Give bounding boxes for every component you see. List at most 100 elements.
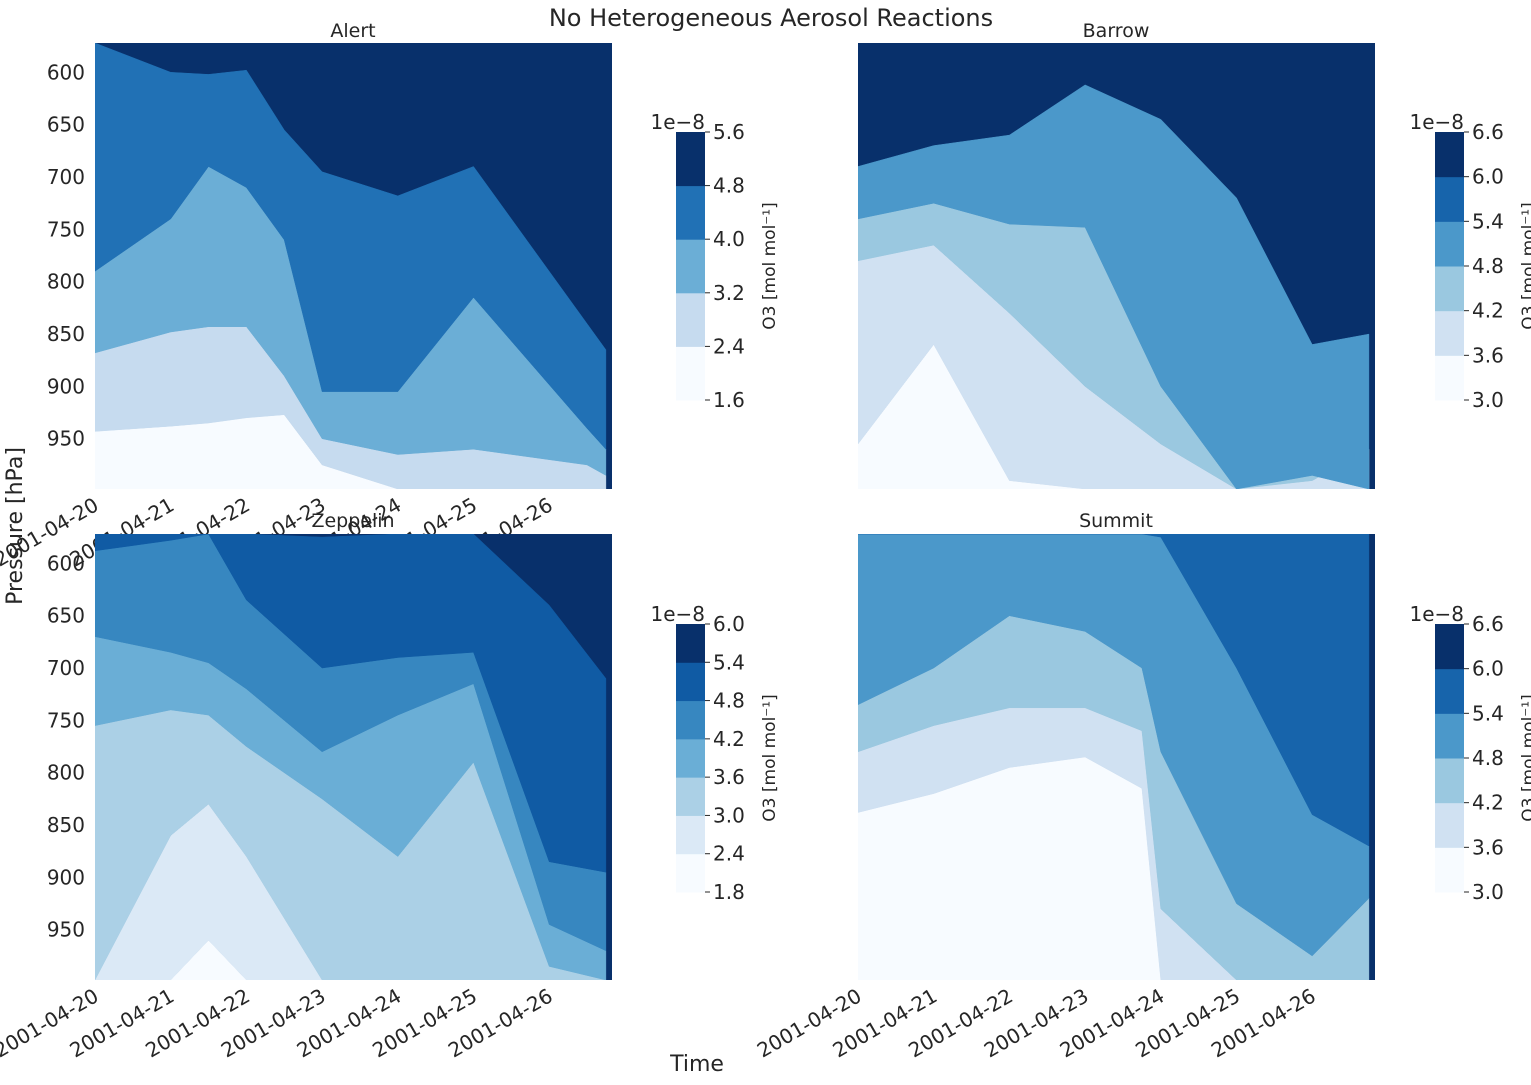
colorbar-tick-label: 4.2 <box>1472 791 1504 815</box>
colorbar-label: O3 [mol mol⁻¹] <box>760 694 780 821</box>
colorbar-segment <box>676 132 705 187</box>
colorbar-label: O3 [mol mol⁻¹] <box>760 202 780 329</box>
colorbar-tick-label: 3.6 <box>1472 835 1504 859</box>
colorbar: 3.0 3.6 4.2 4.8 5.4 6.0 6.6 1e−8 O3 [mol mol⁻¹] <box>1409 110 1531 412</box>
colorbar-tick-label: 3.0 <box>713 803 745 827</box>
colorbar-segment <box>676 738 705 778</box>
colorbar-exponent: 1e−8 <box>650 110 705 134</box>
y-tick-label: 850 <box>47 322 85 346</box>
y-tick-label: 600 <box>47 551 85 575</box>
y-tick-label: 650 <box>47 604 85 628</box>
panel-title: Alert <box>330 20 375 42</box>
panel-barrow: Barrow 3.0 3.6 4.2 4.8 5.4 6.0 6.6 1e−8 O3 [mol … <box>858 20 1531 489</box>
colorbar-label: O3 [mol mol⁻¹] <box>1519 202 1531 329</box>
colorbar-segment <box>1435 176 1464 222</box>
colorbar: 1.6 2.4 3.2 4.0 4.8 5.6 1e−8 O3 [mol mol⁻¹] <box>650 110 780 412</box>
colorbar: 3.0 3.6 4.2 4.8 5.4 6.0 6.6 1e−8 O3 [mol mol⁻¹] <box>1409 602 1531 904</box>
colorbar-segment <box>1435 132 1464 178</box>
colorbar-tick-label: 5.4 <box>1472 701 1504 725</box>
figure-xlabel: Time <box>669 1052 724 1077</box>
colorbar-tick-label: 5.6 <box>713 120 745 144</box>
colorbar-tick-label: 3.6 <box>1472 343 1504 367</box>
colorbar-segment <box>676 777 705 816</box>
colorbar-label: O3 [mol mol⁻¹] <box>1519 694 1531 821</box>
y-tick-label: 700 <box>47 656 85 680</box>
contour-band-5 <box>95 534 607 873</box>
y-tick-label: 950 <box>47 427 85 451</box>
y-tick-label: 750 <box>47 217 85 241</box>
contour-area <box>858 43 1375 489</box>
colorbar-tick-label: 6.0 <box>1472 657 1504 681</box>
colorbar-tick-label: 5.4 <box>713 650 745 674</box>
contour-area <box>95 43 612 489</box>
panel-title: Barrow <box>1083 20 1150 42</box>
colorbar-segment <box>676 239 705 294</box>
colorbar-tick-label: 5.4 <box>1472 209 1504 233</box>
contour-area <box>858 534 1375 980</box>
colorbar-segment <box>676 346 705 401</box>
colorbar-segment <box>1435 758 1464 804</box>
colorbar-exponent: 1e−8 <box>1409 602 1464 626</box>
y-tick-label: 600 <box>47 60 85 84</box>
colorbar-segment <box>1435 310 1464 356</box>
colorbar-tick-label: 4.2 <box>1472 299 1504 323</box>
colorbar-tick-label: 3.0 <box>1472 388 1504 412</box>
y-tick-label: 800 <box>47 761 85 785</box>
colorbar-tick-label: 3.2 <box>713 281 745 305</box>
y-tick-label: 800 <box>47 270 85 294</box>
panel-zeppelin: Zeppelin 600 650 700 750 800 850 900 950 2001-0… <box>0 510 780 1062</box>
colorbar-segment <box>1435 847 1464 893</box>
colorbar-segment <box>1435 668 1464 714</box>
y-tick-label: 900 <box>47 865 85 889</box>
contour-band-3 <box>858 534 1370 957</box>
colorbar-segment <box>676 853 705 893</box>
contour-band-4 <box>858 534 1370 847</box>
y-axis: 600 650 700 750 800 850 900 950 <box>47 60 85 450</box>
colorbar-exponent: 1e−8 <box>650 602 705 626</box>
colorbar-tick-label: 6.0 <box>713 612 745 636</box>
y-tick-label: 700 <box>47 165 85 189</box>
colorbar-segment <box>1435 221 1464 267</box>
x-axis: 2001-04-202001-04-212001-04-222001-04-23… <box>753 984 1320 1063</box>
colorbar-segment <box>676 700 705 740</box>
colorbar-tick-label: 1.8 <box>713 880 745 904</box>
figure-title: No Heterogeneous Aerosol Reactions <box>549 4 993 32</box>
colorbar-tick-label: 3.0 <box>1472 880 1504 904</box>
y-tick-label: 850 <box>47 813 85 837</box>
colorbar-segment <box>1435 713 1464 759</box>
colorbar-segment <box>676 662 705 702</box>
y-tick-label: 950 <box>47 918 85 942</box>
figure-ylabel: Pressure [hPa] <box>3 447 28 605</box>
colorbar-tick-label: 6.6 <box>1472 612 1504 636</box>
colorbar-segment <box>676 185 705 240</box>
colorbar-tick-label: 4.8 <box>713 174 745 198</box>
colorbar-segment <box>676 815 705 855</box>
panel-title: Summit <box>1079 510 1153 532</box>
colorbar-tick-label: 2.4 <box>713 334 745 358</box>
colorbar-tick-label: 6.0 <box>1472 165 1504 189</box>
contour-band-3 <box>95 43 607 450</box>
colorbar-tick-label: 4.8 <box>1472 254 1504 278</box>
panel-title: Zeppelin <box>311 510 394 532</box>
colorbar-segment <box>1435 802 1464 848</box>
contour-band-3 <box>858 84 1370 489</box>
y-tick-label: 750 <box>47 708 85 732</box>
colorbar-tick-label: 6.6 <box>1472 120 1504 144</box>
colorbar-tick-label: 4.8 <box>713 689 745 713</box>
colorbar: 1.8 2.4 3.0 3.6 4.2 4.8 5.4 6.0 1e−8 O3 [mol mol⁻… <box>650 602 780 904</box>
colorbar-tick-label: 2.4 <box>713 842 745 866</box>
panel-summit: Summit 2001-04-202001-04-212001-04-22200… <box>753 510 1531 1062</box>
colorbar-segment <box>676 624 705 663</box>
y-tick-label: 900 <box>47 374 85 398</box>
colorbar-segment <box>1435 266 1464 312</box>
colorbar-segment <box>1435 624 1464 670</box>
colorbar-tick-label: 1.6 <box>713 388 745 412</box>
colorbar-tick-label: 4.2 <box>713 727 745 751</box>
y-tick-label: 650 <box>47 113 85 137</box>
colorbar-tick-label: 4.0 <box>713 227 745 251</box>
colorbar-segment <box>676 292 705 347</box>
colorbar-exponent: 1e−8 <box>1409 110 1464 134</box>
contour-area <box>95 534 612 980</box>
